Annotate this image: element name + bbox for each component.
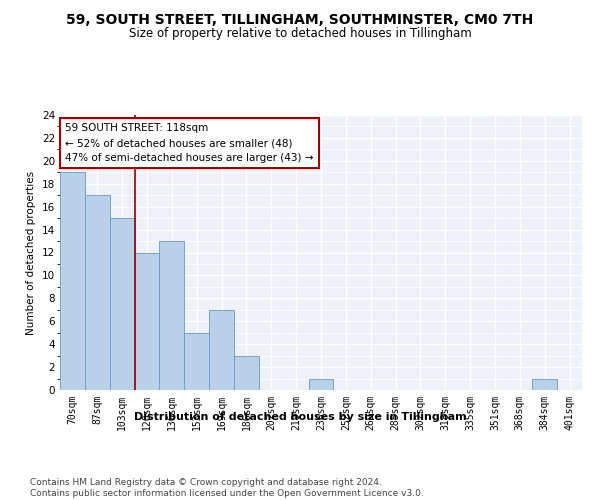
Text: Contains HM Land Registry data © Crown copyright and database right 2024.
Contai: Contains HM Land Registry data © Crown c…: [30, 478, 424, 498]
Y-axis label: Number of detached properties: Number of detached properties: [26, 170, 37, 334]
Bar: [60, 172, 85, 390]
Bar: [110, 218, 134, 390]
Bar: [134, 252, 160, 390]
Bar: [209, 310, 234, 390]
Bar: [184, 332, 209, 390]
Bar: [234, 356, 259, 390]
Bar: [160, 241, 184, 390]
Text: 59 SOUTH STREET: 118sqm
← 52% of detached houses are smaller (48)
47% of semi-de: 59 SOUTH STREET: 118sqm ← 52% of detache…: [65, 123, 314, 163]
Bar: [85, 195, 110, 390]
Text: Size of property relative to detached houses in Tillingham: Size of property relative to detached ho…: [128, 28, 472, 40]
Bar: [308, 378, 334, 390]
Text: 59, SOUTH STREET, TILLINGHAM, SOUTHMINSTER, CM0 7TH: 59, SOUTH STREET, TILLINGHAM, SOUTHMINST…: [67, 12, 533, 26]
Bar: [532, 378, 557, 390]
Text: Distribution of detached houses by size in Tillingham: Distribution of detached houses by size …: [134, 412, 466, 422]
